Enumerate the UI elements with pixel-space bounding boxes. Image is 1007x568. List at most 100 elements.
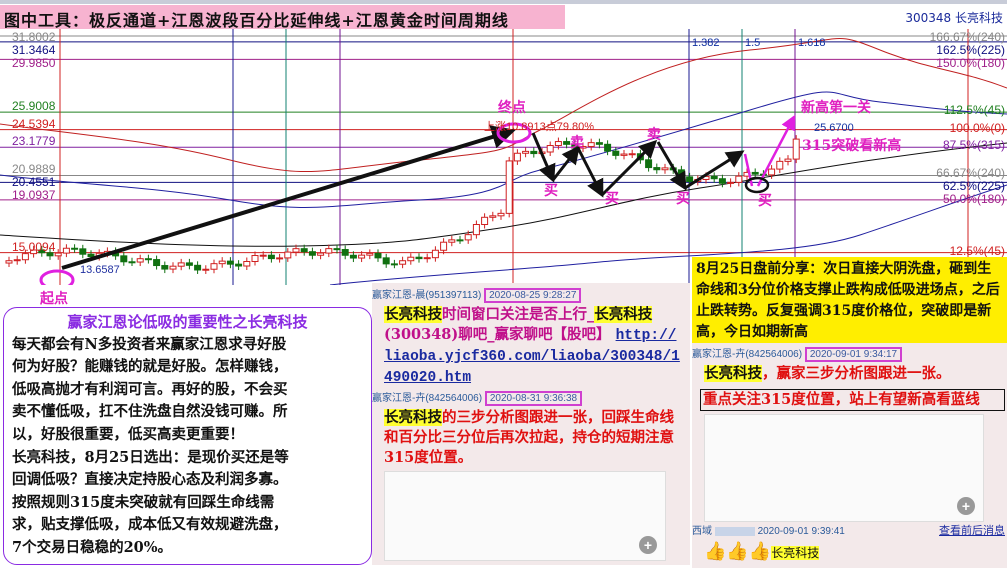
analysis-line: 回调低吸？直接决定持股心态及利润多寡。 (12, 471, 288, 489)
thumbs-up-icon: 👍👍👍 (704, 541, 772, 562)
analysis-text-box: 赢家江恩论低吸的重要性之长亮科技 每天都会有N多投资者来赢家江恩求寻好股 何为好股… (3, 307, 372, 565)
candle (366, 252, 374, 256)
chat-link[interactable]: http://liaoba.yjcf360.com/liaoba/300348/… (384, 328, 680, 386)
candle (259, 254, 267, 257)
candle (751, 171, 759, 175)
candle (153, 259, 161, 267)
candle (399, 260, 407, 265)
candle (349, 254, 357, 259)
chat-user[interactable]: 赢家江恩-卉(842564006) (692, 349, 803, 360)
candle (513, 152, 521, 162)
analysis-line: 卖不懂低吸，扛不住洗盘自然没钱可赚。所 (12, 403, 288, 421)
analysis-heading: 赢家江恩论低吸的重要性之长亮科技 (67, 313, 308, 331)
candle (497, 212, 505, 217)
candle (407, 256, 415, 262)
candle (718, 178, 726, 184)
candle (235, 263, 243, 267)
candle (579, 145, 587, 149)
pre-market-note: 8月25日盘前分享：次日直接大阴洗盘，砸到生命线和3分位价格支撑止跌构成低吸进场… (692, 257, 1007, 343)
candle (79, 248, 87, 255)
percent-level-label: 162.5%(225) (936, 43, 1005, 57)
candle (653, 167, 661, 171)
candle (472, 224, 480, 236)
blurred-username (714, 526, 755, 536)
candle (284, 251, 292, 259)
end-point-annotation: 终点 (498, 100, 526, 116)
swing-arrow (684, 150, 745, 190)
end-circle (496, 122, 532, 144)
chat-timestamp: 2020-09-01 9:34:17 (804, 347, 903, 362)
candle (358, 254, 366, 259)
candle (120, 255, 128, 263)
chat-timestamp: 2020-09-01 9:39:41 (757, 526, 845, 537)
swing-arrow (551, 145, 580, 181)
buy-annotation: 买 (758, 193, 772, 209)
candle (202, 268, 210, 271)
price-level-label: 19.0937 (12, 188, 56, 203)
candle (554, 141, 562, 147)
candle (210, 263, 218, 270)
magnifier-plus-icon[interactable]: + (957, 497, 975, 515)
start-circle (39, 269, 75, 285)
analysis-line: 长亮科技，8月25日选出：是现价买还是等 (12, 448, 289, 466)
candle (735, 175, 743, 183)
analysis-line: 求，贴支撑低吸，成本低又有效规避洗盘， (12, 516, 288, 534)
candle (161, 265, 169, 270)
chart-thumbnail[interactable]: + (704, 414, 984, 522)
new-high-annotation: 新高第一关 (801, 100, 871, 116)
chat-panel-right: 赢家江恩-卉(842564006) 2020-09-01 9:34:17 长亮科… (692, 343, 1007, 568)
candle (300, 248, 308, 253)
chat-user[interactable]: 西域 (692, 526, 712, 537)
chat-user[interactable]: 赢家江恩-晨(951397113) (372, 290, 482, 301)
candle (628, 153, 636, 156)
buy-circle (744, 176, 770, 194)
candle (710, 175, 718, 180)
candle (87, 253, 95, 258)
candle (5, 260, 13, 264)
view-more-messages-link[interactable]: 查看前后消息 (939, 525, 1005, 537)
candle (177, 262, 185, 267)
candle (317, 252, 325, 256)
candle (587, 142, 595, 147)
candle (341, 249, 349, 256)
candle (71, 247, 79, 250)
chat-message: 长亮科技，赢家三步分析图跟进一张。 (704, 365, 951, 382)
percent-level-label: 66.67%(240) (936, 166, 1005, 181)
chat-user[interactable]: 赢家江恩-卉(842564006) (372, 393, 483, 404)
candle (423, 257, 431, 260)
candle (546, 145, 554, 153)
candle (46, 252, 54, 257)
percent-level-label: 100.0%(0) (949, 120, 1005, 135)
candle (308, 251, 316, 256)
candle (620, 153, 628, 156)
top-scrollbar (0, 0, 1007, 4)
percent-level-label: 12.5%(45) (949, 243, 1005, 258)
trend-arrow (61, 125, 516, 270)
upper-channel-line (0, 37, 1007, 173)
candle (54, 252, 62, 257)
magnifier-plus-icon[interactable]: + (639, 536, 657, 554)
candle (563, 141, 571, 145)
candle (505, 160, 513, 214)
chat-timestamp: 2020-08-31 9:36:38 (484, 391, 583, 406)
candle (661, 167, 669, 171)
buy-annotation: 买 (605, 191, 619, 207)
candle (792, 138, 800, 160)
percent-level-label: 112.5%(45) (943, 103, 1005, 118)
breakout-arrow (756, 114, 796, 187)
candle (276, 257, 284, 260)
chat-message: 长亮科技的三步分析图跟进一张，回踩生命线和百分比三分位后再次拉起，持仓的短期注意… (384, 409, 674, 466)
candle (194, 264, 202, 271)
analysis-line: 以，好股很重要，低买高卖更重要！ (12, 425, 244, 443)
candle (243, 261, 251, 267)
candle (251, 255, 259, 263)
percent-level-label: 50.0%(180) (942, 192, 1005, 207)
chart-thumbnail[interactable]: + (384, 471, 666, 561)
swing-arrow (743, 153, 754, 187)
candle (768, 168, 776, 176)
candle (374, 252, 382, 259)
swing-arrow (531, 132, 556, 183)
chat-boxed-message: 重点关注315度位置，站上有望新高看蓝线 (700, 389, 1005, 411)
analysis-line: 低吸高抛才有利润可言。再好的股，不会买 (12, 380, 288, 398)
candle (38, 249, 46, 254)
